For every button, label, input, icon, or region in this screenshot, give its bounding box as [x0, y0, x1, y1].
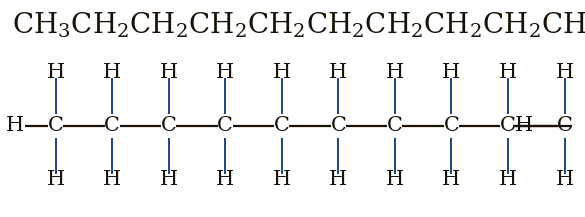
Text: H: H: [216, 63, 234, 82]
Text: $\mathregular{CH_3CH_2CH_2CH_2CH_2CH_2CH_2CH_2CH_2CH_3}$: $\mathregular{CH_3CH_2CH_2CH_2CH_2CH_2CH…: [12, 11, 585, 40]
Text: C: C: [47, 116, 64, 135]
Text: C: C: [500, 116, 516, 135]
Text: H: H: [273, 169, 291, 189]
Text: H: H: [329, 63, 347, 82]
Text: H: H: [499, 63, 517, 82]
Text: H: H: [442, 169, 460, 189]
Text: H: H: [273, 63, 291, 82]
Text: H: H: [499, 169, 517, 189]
Text: H: H: [556, 169, 573, 189]
Text: H: H: [515, 116, 532, 135]
Text: H: H: [47, 169, 64, 189]
Text: H: H: [103, 169, 121, 189]
Text: C: C: [104, 116, 120, 135]
Text: H: H: [160, 63, 178, 82]
Text: H: H: [329, 169, 347, 189]
Text: C: C: [387, 116, 403, 135]
Text: C: C: [217, 116, 233, 135]
Text: C: C: [161, 116, 177, 135]
Text: C: C: [274, 116, 290, 135]
Text: H: H: [556, 63, 573, 82]
Text: C: C: [556, 116, 573, 135]
Text: H: H: [6, 116, 23, 135]
Text: H: H: [386, 169, 404, 189]
Text: C: C: [331, 116, 346, 135]
Text: H: H: [103, 63, 121, 82]
Text: C: C: [443, 116, 459, 135]
Text: H: H: [216, 169, 234, 189]
Text: H: H: [47, 63, 64, 82]
Text: H: H: [442, 63, 460, 82]
Text: H: H: [160, 169, 178, 189]
Text: H: H: [386, 63, 404, 82]
